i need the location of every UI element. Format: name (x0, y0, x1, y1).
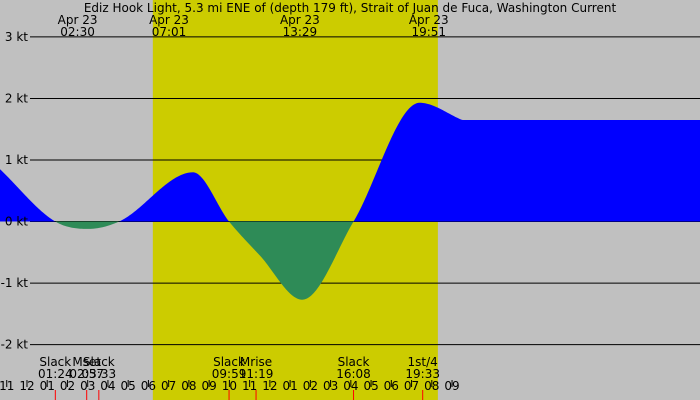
event-time-label: 03:33 (82, 367, 117, 381)
x-tick-label: 07 (161, 379, 176, 393)
x-tick-label: 09 (444, 379, 459, 393)
x-tick-label: 02 (303, 379, 318, 393)
event-time-label: 01:24 (38, 367, 73, 381)
event-name-label: Mset (72, 355, 101, 369)
x-tick-label: 09 (202, 379, 217, 393)
chart-title: Ediz Hook Light, 5.3 mi ENE of (depth 17… (84, 1, 617, 15)
extremum-date-label: Apr 23 (149, 13, 189, 27)
event-name-label: Slack (83, 355, 115, 369)
event-time-label: 19:33 (405, 367, 440, 381)
y-tick-label: -1 kt (1, 276, 29, 290)
y-axis-labels: 3 kt 2 kt 1 kt 0 kt -1 kt -2 kt (1, 30, 29, 352)
x-tick-label: 03 (323, 379, 338, 393)
x-tick-label: 06 (141, 379, 156, 393)
extremum-time-label: 19:51 (411, 25, 446, 39)
event-time-label: 16:08 (336, 367, 371, 381)
x-tick-label: 02 (60, 379, 75, 393)
y-tick-label: 0 kt (5, 215, 28, 229)
y-tick-label: 1 kt (5, 153, 28, 167)
x-tick-label: 01 (40, 379, 55, 393)
extremum-time-label: 13:29 (283, 25, 318, 39)
extremum-time-label: 07:01 (152, 25, 187, 39)
extremum-date-label: Apr 23 (58, 13, 98, 27)
event-labels: Slack01:24Mset02:57Slack03:33Slack09:59M… (38, 355, 440, 381)
extremum-date-label: Apr 23 (409, 13, 449, 27)
x-tick-label: 06 (384, 379, 399, 393)
event-name-label: Slack (39, 355, 71, 369)
x-tick-label: 05 (363, 379, 378, 393)
x-axis: 11 12 01 02 03 04 05 06 07 08 09 10 11 12 01 02 03 04 05 06… (0, 379, 460, 400)
y-tick-label: 2 kt (5, 91, 28, 105)
x-tick-label: 12 (19, 379, 34, 393)
x-tick-label: 03 (80, 379, 95, 393)
x-tick-label: 05 (121, 379, 136, 393)
y-tick-label: -2 kt (1, 338, 29, 352)
y-tick-label: 3 kt (5, 30, 28, 44)
event-name-label: Mrise (240, 355, 272, 369)
event-name-label: Slack (213, 355, 245, 369)
x-tick-label: 07 (404, 379, 419, 393)
x-tick-label: 04 (343, 379, 358, 393)
event-name-label: Slack (338, 355, 370, 369)
flood-current-area (0, 102, 700, 222)
x-tick-label: 08 (181, 379, 196, 393)
event-time-label: 02:57 (69, 367, 104, 381)
x-tick-label: 01 (282, 379, 297, 393)
event-time-label: 11:19 (239, 367, 274, 381)
x-tick-label: 11 (0, 379, 14, 393)
extremum-time-label: 02:30 (60, 25, 95, 39)
event-time-label: 09:59 (212, 367, 247, 381)
extremum-date-label: Apr 23 (280, 13, 320, 27)
x-tick-label: 12 (262, 379, 277, 393)
x-tick-label: 08 (424, 379, 439, 393)
x-tick-label: 10 (222, 379, 237, 393)
event-name-label: 1st/4 (408, 355, 438, 369)
x-tick-label: 04 (100, 379, 115, 393)
x-tick-label: 11 (242, 379, 257, 393)
